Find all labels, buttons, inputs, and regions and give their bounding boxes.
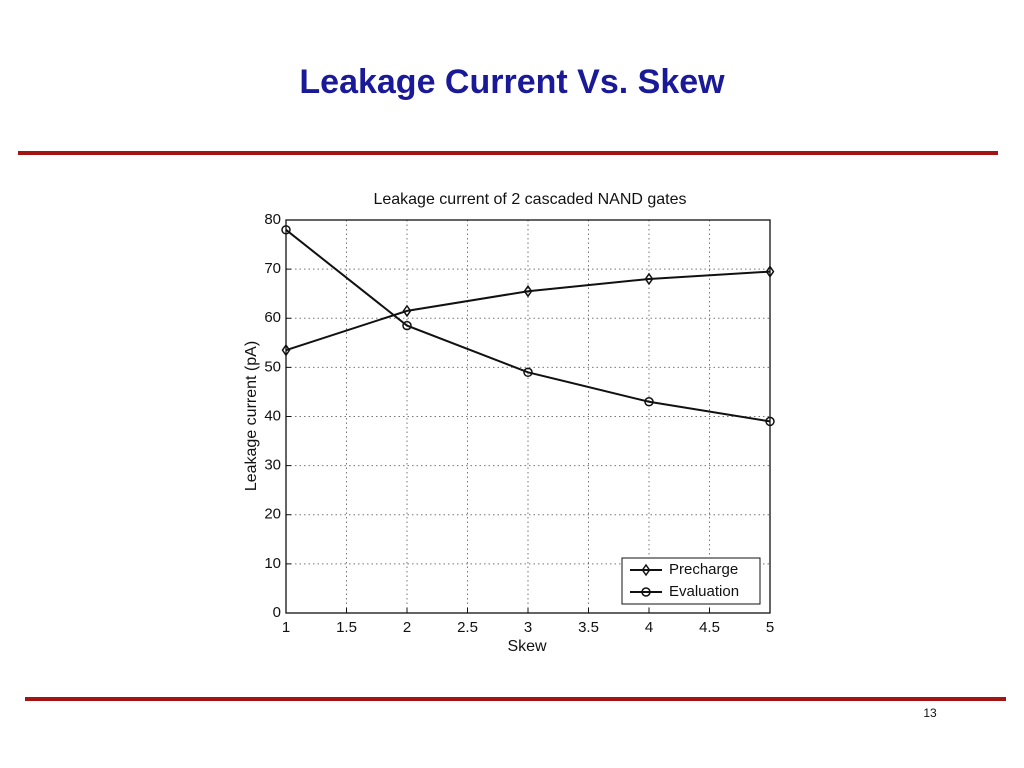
marker bbox=[765, 416, 775, 427]
y-tick-label: 70 bbox=[264, 260, 281, 277]
bottom-rule bbox=[25, 697, 1006, 701]
top-rule bbox=[18, 151, 998, 155]
plot-frame bbox=[285, 219, 771, 614]
x-tick-label: 1 bbox=[282, 619, 290, 636]
marker bbox=[402, 320, 412, 331]
y-tick-label: 10 bbox=[264, 555, 281, 572]
y-tick-label: 80 bbox=[264, 211, 281, 228]
marker bbox=[523, 367, 533, 378]
marker bbox=[765, 265, 775, 278]
y-tick-label: 50 bbox=[264, 358, 281, 375]
y-axis-label: Leakage current (pA) bbox=[243, 341, 260, 491]
x-tick-label: 5 bbox=[766, 619, 774, 636]
y-tick-label: 40 bbox=[264, 407, 281, 424]
x-tick-label: 4.5 bbox=[699, 619, 720, 636]
series-line bbox=[285, 229, 771, 423]
series-line bbox=[285, 270, 771, 352]
marker bbox=[402, 304, 412, 318]
legend-label: Evaluation bbox=[669, 583, 739, 600]
x-tick-label: 2.5 bbox=[457, 619, 478, 636]
marker bbox=[523, 284, 533, 298]
x-tick-label: 3 bbox=[524, 619, 532, 636]
slide-title: Leakage Current Vs. Skew bbox=[299, 63, 725, 101]
chart-title: Leakage current of 2 cascaded NAND gates bbox=[373, 191, 686, 208]
marker bbox=[281, 225, 291, 235]
marker bbox=[644, 272, 654, 286]
y-tick-label: 30 bbox=[264, 457, 281, 474]
x-tick-label: 3.5 bbox=[578, 619, 599, 636]
page-number: 13 bbox=[923, 706, 937, 720]
y-tick-label: 60 bbox=[264, 309, 281, 326]
marker bbox=[644, 397, 654, 407]
y-tick-label: 20 bbox=[264, 506, 281, 523]
marker bbox=[641, 563, 651, 577]
x-tick-label: 1.5 bbox=[336, 619, 357, 636]
x-axis-label: Skew bbox=[507, 638, 547, 655]
marker bbox=[641, 587, 651, 597]
marker bbox=[281, 343, 291, 357]
x-tick-label: 4 bbox=[645, 619, 653, 636]
legend-label: Precharge bbox=[669, 561, 738, 578]
x-tick-label: 2 bbox=[403, 619, 411, 636]
y-tick-label: 0 bbox=[273, 604, 281, 621]
